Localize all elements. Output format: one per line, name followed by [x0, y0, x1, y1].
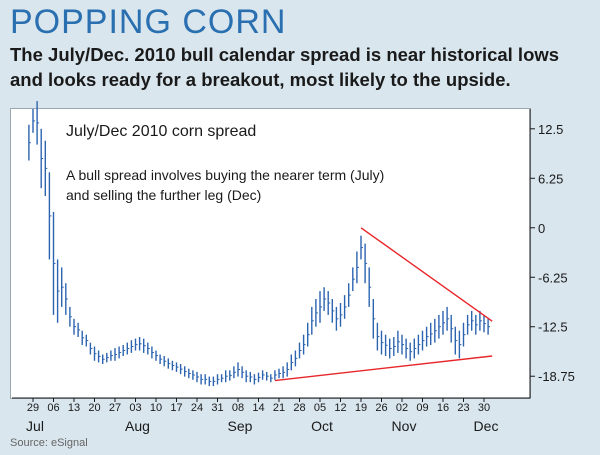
x-tick-label: 30	[478, 402, 490, 414]
month-label: Aug	[125, 418, 150, 434]
annotation-line-1: A bull spread involves buying the nearer…	[66, 167, 385, 183]
y-tick-label: -12.5	[538, 320, 568, 335]
x-tick-label: 09	[416, 402, 428, 414]
x-tick-label: 12	[334, 402, 346, 414]
x-tick-label: 20	[88, 402, 100, 414]
x-tick-label: 10	[150, 402, 162, 414]
y-tick-label: 12.5	[538, 122, 563, 137]
x-tick-label: 27	[109, 402, 121, 414]
month-label: Sep	[228, 418, 253, 434]
x-tick-label: 24	[191, 402, 203, 414]
x-tick-label: 13	[68, 402, 80, 414]
y-tick-label: -18.75	[538, 369, 575, 384]
x-tick-label: 03	[129, 402, 141, 414]
month-label: Dec	[474, 418, 499, 434]
x-tick-label: 05	[314, 402, 326, 414]
month-label: Oct	[311, 418, 333, 434]
trendline-upper	[360, 227, 493, 322]
x-tick-label: 14	[252, 402, 264, 414]
x-tick-label: 19	[355, 402, 367, 414]
x-tick-label: 23	[457, 402, 469, 414]
chart-title: July/Dec 2010 corn spread	[66, 123, 257, 140]
x-tick-label: 29	[27, 402, 39, 414]
x-tick-label: 08	[232, 402, 244, 414]
chart-annotation: A bull spread involves buying the nearer…	[66, 165, 384, 205]
x-tick-label: 31	[211, 402, 223, 414]
x-tick-label: 17	[170, 402, 182, 414]
x-tick-label: 06	[47, 402, 59, 414]
x-tick-label: 26	[375, 402, 387, 414]
x-tick-label: 02	[396, 402, 408, 414]
month-label: Jul	[26, 418, 44, 434]
y-tick-label: 6.25	[538, 171, 563, 186]
headline: POPPING CORN	[10, 3, 287, 41]
y-tick-label: -6.25	[538, 270, 568, 285]
subhead: The July/Dec. 2010 bull calendar spread …	[10, 44, 560, 90]
month-label: Nov	[392, 418, 417, 434]
source-credit: Source: eSignal	[10, 437, 88, 449]
x-tick-label: 28	[293, 402, 305, 414]
trendline-lower	[274, 355, 493, 382]
x-tick-label: 21	[273, 402, 285, 414]
x-tick-label: 16	[437, 402, 449, 414]
y-tick-label: 0	[538, 221, 545, 236]
annotation-line-2: and selling the further leg (Dec)	[66, 187, 262, 203]
